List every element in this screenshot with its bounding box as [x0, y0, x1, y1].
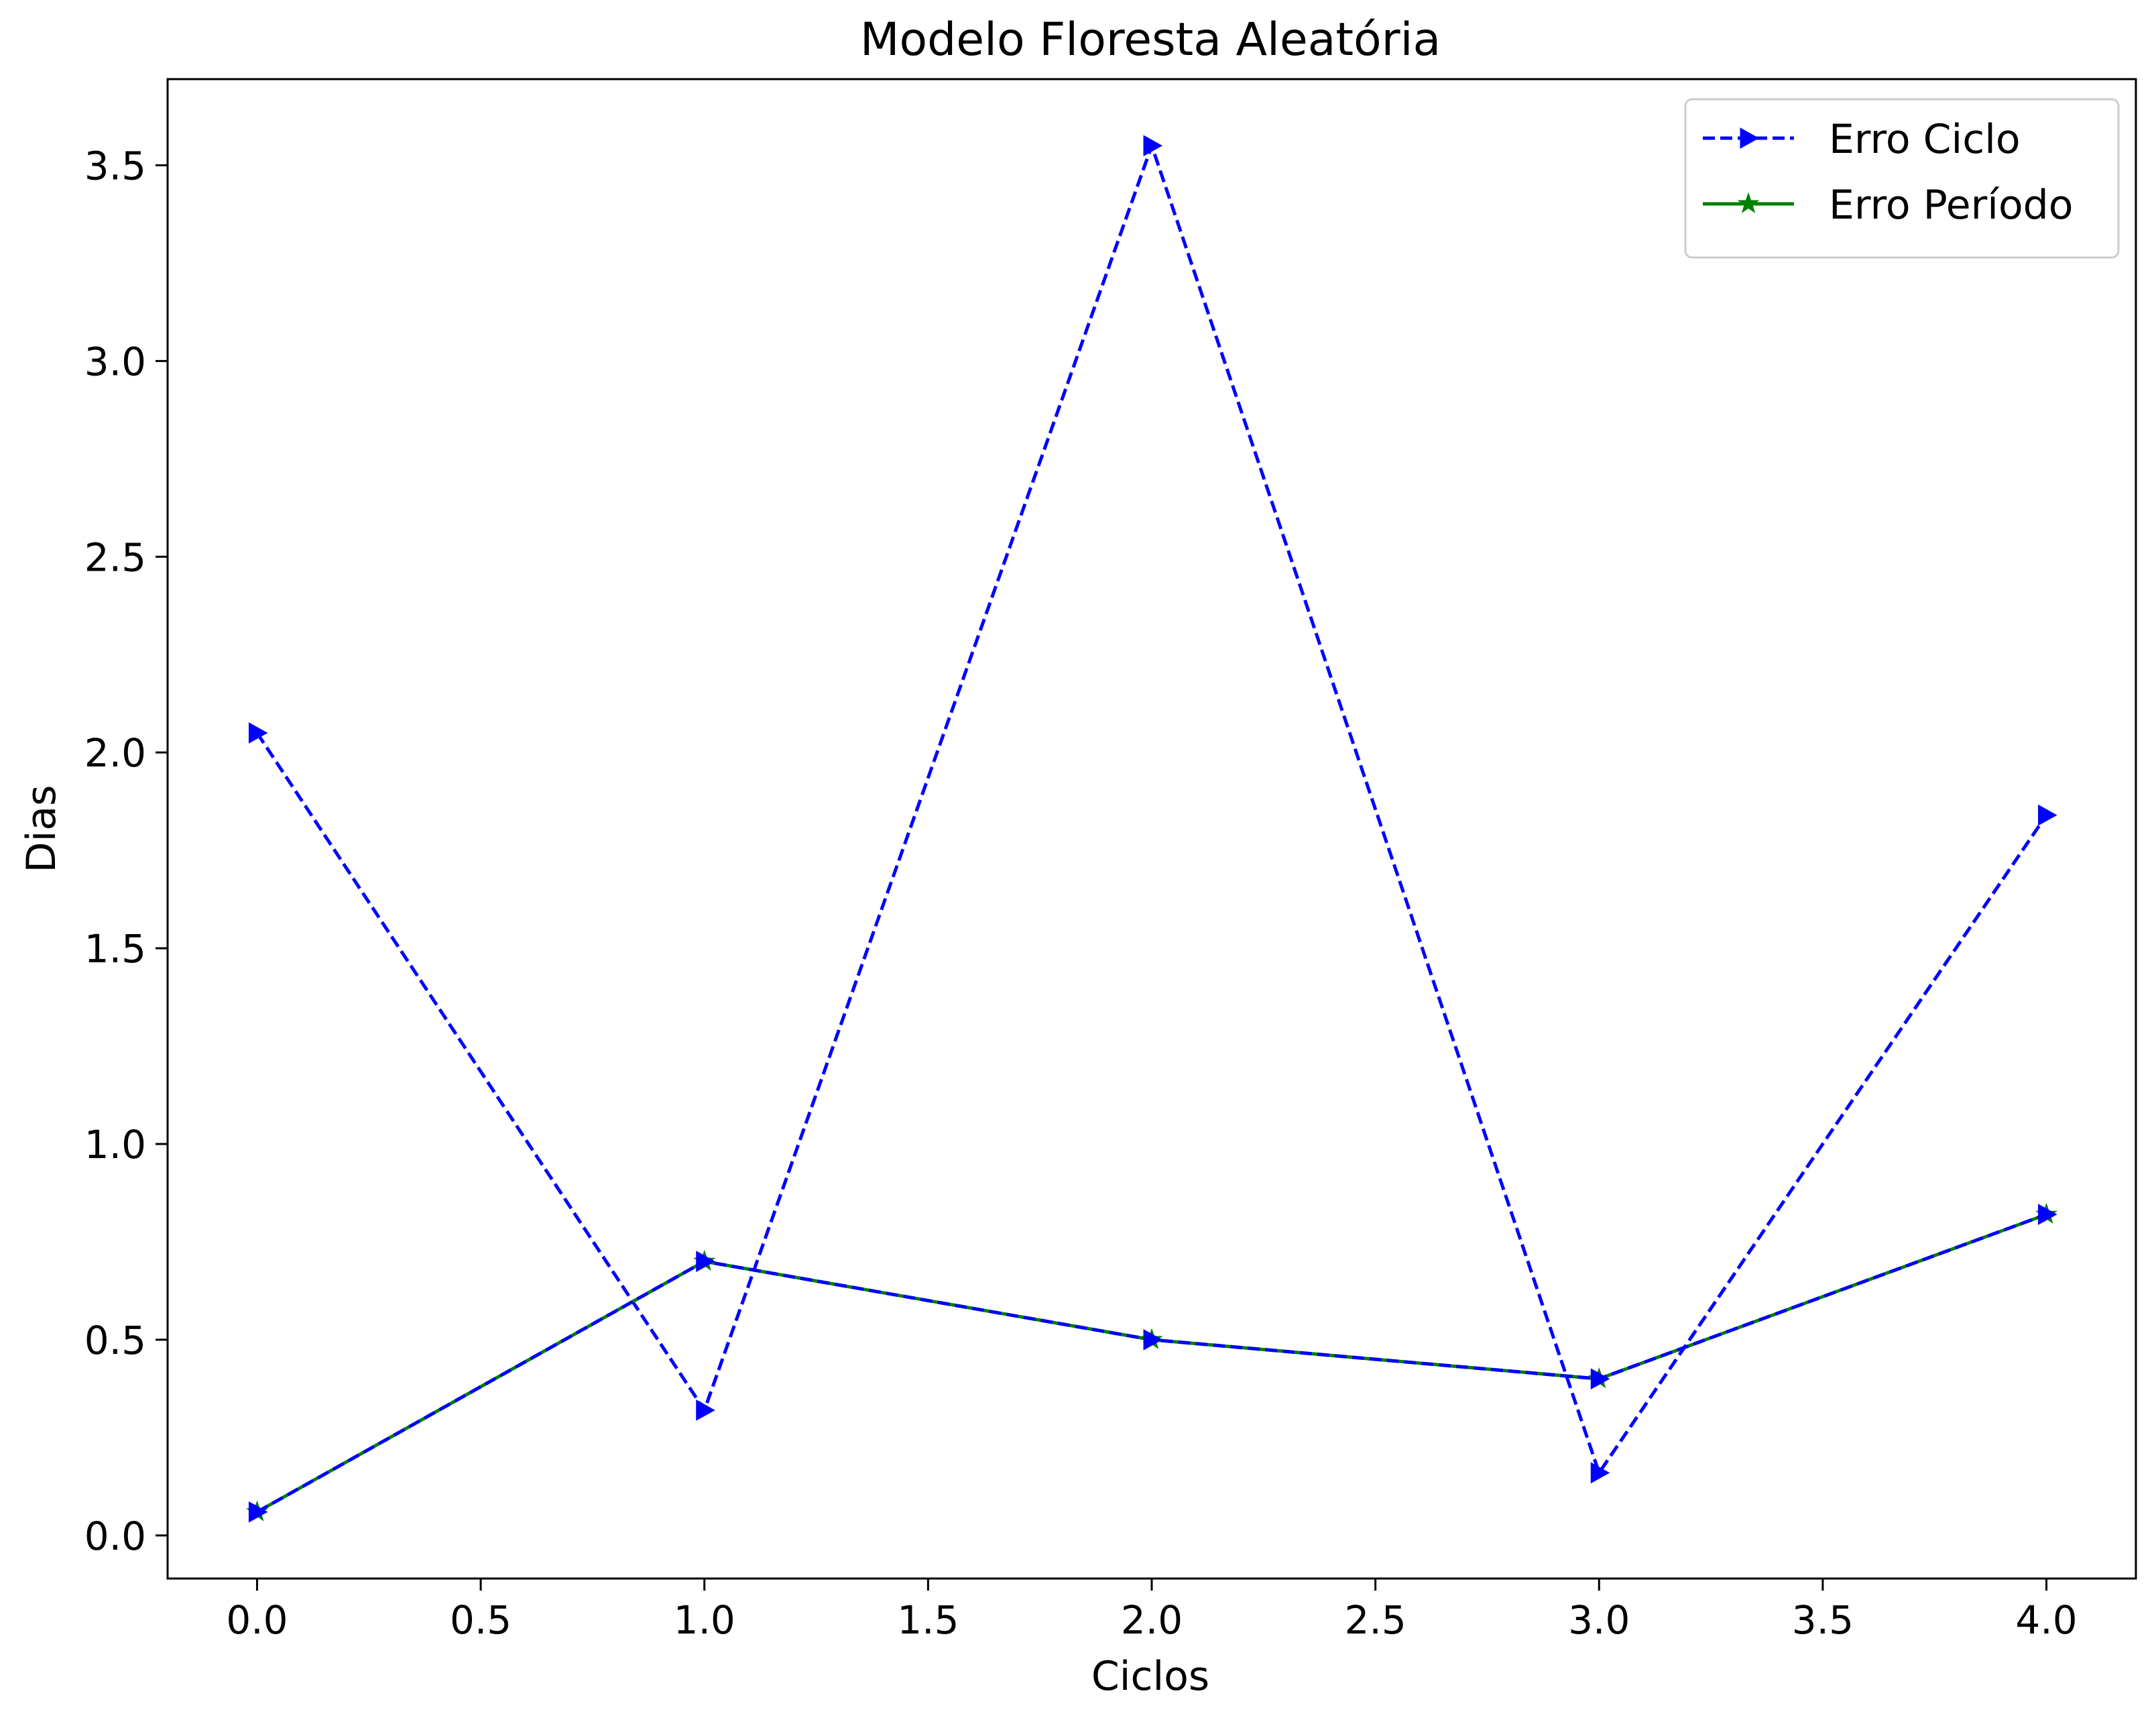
- y-axis-label: Dias: [18, 785, 65, 873]
- x-tick-label: 1.0: [674, 1597, 735, 1643]
- plot-area: 0.0 0.5 1.0 1.5 2.0 2.5 3.0 3.5 4.0 0.0 0.5 1.0 1.5…: [84, 78, 2137, 1643]
- data-point-marker: [696, 1251, 715, 1272]
- x-tick-label: 1.5: [897, 1597, 959, 1643]
- x-tick-label: 3.0: [1568, 1597, 1630, 1643]
- series-2: [248, 1204, 2057, 1523]
- y-tick-label: 0.0: [84, 1513, 146, 1559]
- legend-entry: Erro Período: [1703, 182, 2073, 229]
- x-axis-ticks: 0.0 0.5 1.0 1.5 2.0 2.5 3.0 3.5 4.0: [226, 1579, 2078, 1643]
- y-tick-label: 3.5: [84, 143, 146, 188]
- x-axis-label: Ciclos: [1091, 1653, 1209, 1700]
- data-point-marker: [1143, 1329, 1163, 1351]
- y-tick-label: 2.0: [84, 730, 146, 776]
- legend-entry: Erro Ciclo: [1703, 116, 2021, 163]
- data-point-marker: [1143, 135, 1163, 157]
- x-tick-label: 0.5: [450, 1597, 512, 1643]
- legend-label: Erro Ciclo: [1829, 116, 2021, 163]
- x-tick-label: 2.0: [1121, 1597, 1183, 1643]
- series-0: [248, 135, 2057, 1484]
- y-tick-label: 1.5: [84, 926, 146, 972]
- y-axis-ticks: 0.0 0.5 1.0 1.5 2.0 2.5 3.0 3.5: [84, 143, 168, 1559]
- legend: Erro Ciclo Erro Período: [1684, 98, 2120, 259]
- data-point-marker: [1590, 1462, 1610, 1484]
- x-tick-label: 3.5: [1792, 1597, 1854, 1643]
- x-tick-label: 0.0: [226, 1597, 288, 1643]
- x-tick-label: 4.0: [2015, 1597, 2077, 1643]
- chart-title: Modelo Floresta Aleatória: [860, 13, 1441, 66]
- y-tick-label: 3.0: [84, 339, 146, 384]
- data-point-marker: [696, 1399, 715, 1421]
- data-point-marker: [1590, 1368, 1610, 1390]
- data-point-marker: [248, 722, 268, 744]
- series-layer: [246, 135, 2057, 1523]
- legend-marker: [1737, 192, 1760, 213]
- x-tick-label: 2.5: [1345, 1597, 1406, 1643]
- y-tick-label: 2.5: [84, 534, 146, 580]
- data-point-marker: [2038, 804, 2057, 826]
- legend-marker: [1740, 127, 1760, 149]
- y-tick-label: 0.5: [84, 1318, 146, 1363]
- data-point-marker: [248, 1501, 268, 1523]
- legend-label: Erro Período: [1829, 182, 2073, 229]
- data-point-marker: [2038, 1204, 2057, 1225]
- y-tick-label: 1.0: [84, 1122, 146, 1167]
